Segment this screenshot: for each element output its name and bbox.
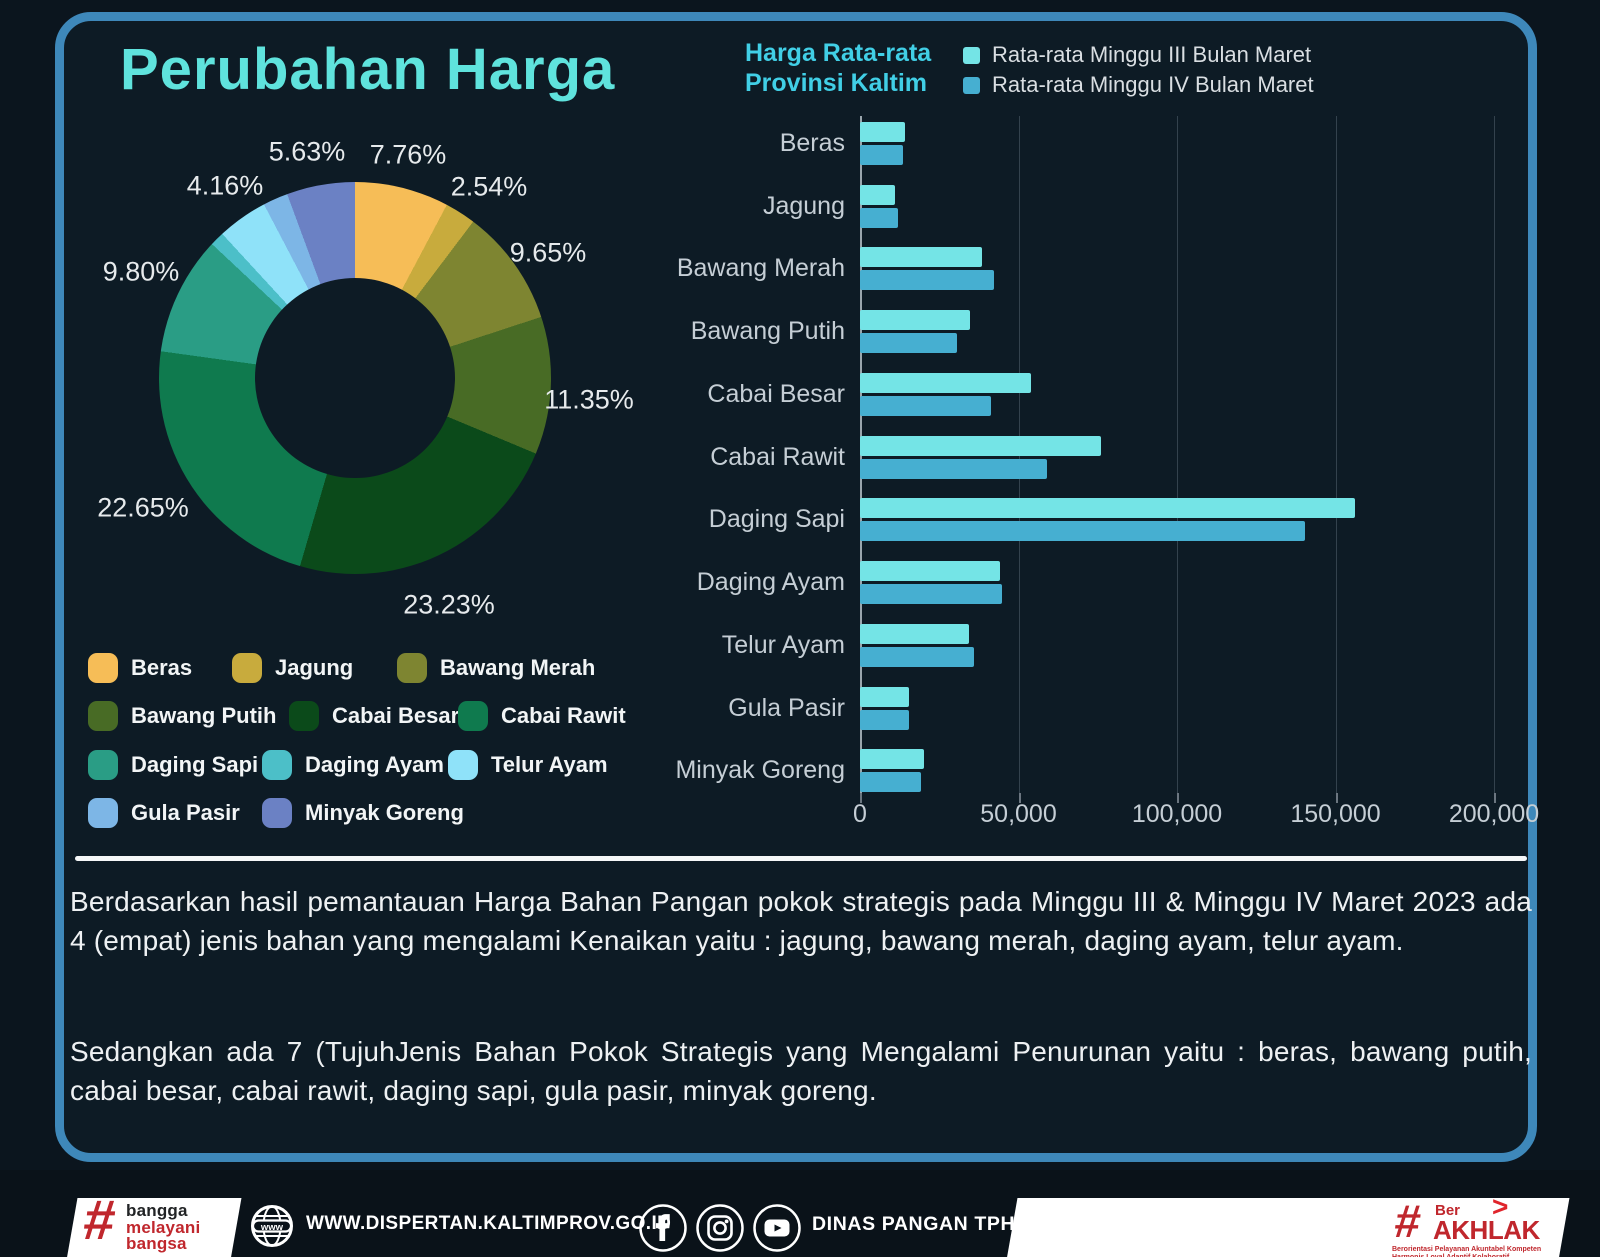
instagram-icon [696, 1204, 744, 1252]
legend-swatch [88, 653, 118, 683]
donut-hole [255, 278, 455, 478]
brand-plaque: # bangga melayani bangsa [66, 1188, 242, 1257]
social-icons [638, 1203, 802, 1253]
hash-icon: # [1392, 1195, 1424, 1247]
donut-label-bawang-putih: 11.35% [544, 384, 634, 415]
donut-label-minyak-goreng: 5.63% [268, 136, 346, 167]
legend-item-daging-ayam: Daging Ayam [262, 750, 444, 780]
legend-swatch [262, 750, 292, 780]
donut-label-cabai-besar: 23.23% [403, 589, 495, 620]
brand-text: bangga melayani bangsa [126, 1201, 200, 1253]
legend-item-telur-ayam: Telur Ayam [448, 750, 608, 780]
donut-label-beras: 7.76% [369, 139, 447, 170]
card-panel [55, 12, 1537, 1162]
legend-label: Cabai Besar [332, 703, 460, 728]
hash-icon: # [80, 1188, 119, 1251]
bar-legend-swatch-week3 [963, 46, 980, 64]
legend-label: Telur Ayam [491, 752, 608, 777]
bar-chart-title-line2: Provinsi Kaltim [745, 69, 927, 97]
legend-label: Daging Sapi [131, 752, 259, 777]
legend-swatch [289, 701, 319, 731]
legend-swatch [397, 653, 427, 683]
legend-swatch [88, 750, 118, 780]
akhlak-logo: # Ber AKHLAK > Berorientasi Pelayanan Ak… [1392, 1191, 1545, 1257]
legend-label: Bawang Merah [440, 655, 596, 680]
summary-paragraph-kenaikan: Berdasarkan hasil pemantauan Harga Bahan… [70, 886, 1532, 956]
bar-chart-title: Harga Rata-rata Provinsi Kaltim [745, 38, 931, 98]
bar-legend-label-week3: Rata-rata Minggu III Bulan Maret [992, 42, 1312, 67]
brand-line-bangsa: bangsa [126, 1234, 187, 1253]
legend-label: Minyak Goreng [305, 800, 464, 825]
legend-item-bawang-merah: Bawang Merah [397, 653, 595, 683]
donut-chart [159, 182, 551, 574]
legend-item-bawang-putih: Bawang Putih [88, 701, 276, 731]
legend-label: Jagung [275, 655, 354, 680]
legend-item-gula-pasir: Gula Pasir [88, 798, 240, 828]
legend-label: Beras [131, 655, 193, 680]
divider-line [75, 856, 1527, 861]
legend-item-cabai-rawit: Cabai Rawit [458, 701, 626, 731]
footer: # bangga melayani bangsa www WWW.DISPERT… [0, 1170, 1600, 1257]
website-url: WWW.DISPERTAN.KALTIMPROV.GO.ID [306, 1213, 672, 1234]
brand-plaque-content: # bangga melayani bangsa [72, 1188, 236, 1257]
facebook-icon [639, 1204, 687, 1252]
bar-legend: Rata-rata Minggu III Bulan Maret Rata-ra… [963, 40, 1314, 100]
legend-label: Cabai Rawit [501, 703, 626, 728]
legend-item-minyak-goreng: Minyak Goreng [262, 798, 464, 828]
donut-label-cabai-rawit: 22.65% [97, 492, 189, 523]
legend-item-beras: Beras [88, 653, 192, 683]
legend-label: Bawang Putih [131, 703, 277, 728]
akhlak-tagline-line1: Berorientasi Pelayanan Akuntabel Kompete… [1392, 1246, 1542, 1253]
youtube-icon [753, 1204, 801, 1252]
donut-label-daging-sapi: 9.80% [102, 256, 180, 287]
bar-legend-item: Rata-rata Minggu IV Bulan Maret [963, 70, 1314, 100]
akhlak-plaque: # Ber AKHLAK > Berorientasi Pelayanan Ak… [1006, 1191, 1570, 1257]
legend-swatch [448, 750, 478, 780]
bar-chart-title-line1: Harga Rata-rata [745, 39, 932, 67]
bar-legend-swatch-week4 [963, 76, 980, 94]
legend-item-jagung: Jagung [232, 653, 353, 683]
svg-text:www: www [260, 1222, 284, 1233]
legend-swatch [458, 701, 488, 731]
akhlak-plaque-content: # Ber AKHLAK > Berorientasi Pelayanan Ak… [1012, 1191, 1564, 1257]
akhlak-word: AKHLAK [1433, 1215, 1540, 1245]
akhlak-tagline: Berorientasi Pelayanan Akuntabel Kompete… [1392, 1246, 1542, 1257]
legend-swatch [232, 653, 262, 683]
globe-www-icon: www [251, 1205, 293, 1247]
donut-label-bawang-merah: 9.65% [509, 237, 587, 268]
account-label: DINAS PANGAN TPH [812, 1213, 1016, 1235]
legend-swatch [262, 798, 292, 828]
legend-label: Gula Pasir [131, 800, 240, 825]
summary-paragraph-penurunan: Sedangkan ada 7 (TujuhJenis Bahan Pokok … [70, 1036, 1532, 1106]
legend-swatch [88, 798, 118, 828]
legend-item-cabai-besar: Cabai Besar [289, 701, 459, 731]
donut-label-jagung: 2.54% [450, 171, 528, 202]
bar-legend-item: Rata-rata Minggu III Bulan Maret [963, 40, 1314, 70]
arrow-icon: > [1492, 1191, 1509, 1222]
legend-label: Daging Ayam [305, 752, 444, 777]
donut-label-telur-ayam: 4.16% [186, 170, 264, 201]
page-title: Perubahan Harga [120, 37, 616, 102]
legend-swatch [88, 701, 118, 731]
legend-item-daging-sapi: Daging Sapi [88, 750, 258, 780]
bar-legend-label-week4: Rata-rata Minggu IV Bulan Maret [992, 72, 1314, 97]
